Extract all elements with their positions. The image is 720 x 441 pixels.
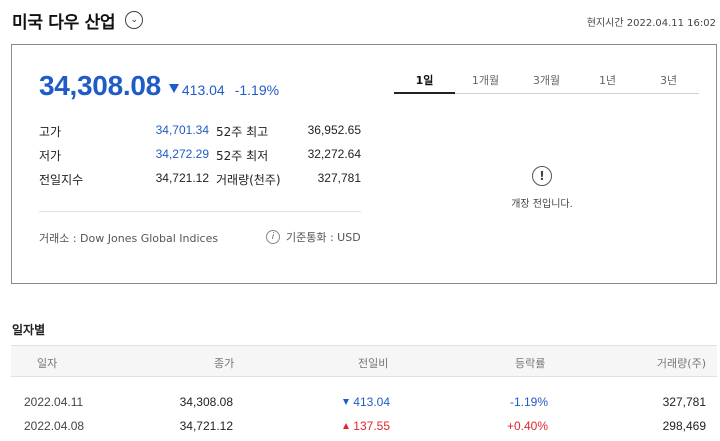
- currency-info: i 기준통화 : USD: [266, 229, 361, 245]
- table-row: 2022.04.08 34,721.12 137.55 +0.40% 298,4…: [11, 417, 717, 437]
- local-time: 현지시간 2022.04.11 16:02: [586, 18, 716, 29]
- page-header: 미국 다우 산업 ⌄: [12, 8, 144, 33]
- quote-card: 34,308.08 413.04 -1.19% 고가 34,701.34 52주…: [11, 44, 717, 284]
- stat-row: 고가 34,701.34 52주 최고 36,952.65: [39, 121, 361, 145]
- info-icon[interactable]: i: [266, 230, 280, 244]
- column-header-date: 일자: [37, 357, 58, 370]
- row-diff: 137.55: [343, 419, 390, 433]
- down-arrow-icon: [343, 399, 350, 405]
- tab-1-year[interactable]: 1년: [598, 74, 617, 87]
- row-diff-value: 413.04: [353, 395, 390, 409]
- market-closed-message: 개장 전입니다.: [511, 199, 573, 210]
- tab-3-months[interactable]: 3개월: [532, 74, 561, 87]
- column-header-volume: 거래량(주): [656, 357, 706, 370]
- column-header-diff: 전일비: [358, 357, 389, 370]
- stat-value: 32,272.64: [307, 147, 361, 161]
- row-rate: -1.19%: [509, 395, 548, 409]
- stat-value: 327,781: [317, 171, 361, 185]
- stat-value: 34,272.29: [155, 147, 209, 161]
- price-change-pct: -1.19%: [234, 82, 280, 98]
- column-header-close: 종가: [214, 357, 235, 370]
- stat-label: 고가: [39, 125, 62, 139]
- price-row: 34,308.08 413.04 -1.19%: [39, 70, 279, 102]
- down-arrow-icon: [168, 84, 179, 93]
- daily-section-title: 일자별: [12, 323, 46, 337]
- row-date: 2022.04.08: [24, 419, 85, 433]
- tab-1-month[interactable]: 1개월: [471, 74, 500, 87]
- stat-value: 34,701.34: [155, 123, 209, 137]
- row-volume: 327,781: [662, 395, 706, 409]
- exclamation-circle-icon: !: [532, 166, 552, 186]
- chevron-down-icon[interactable]: ⌄: [125, 11, 144, 29]
- row-volume: 298,469: [662, 419, 706, 433]
- row-rate: +0.40%: [506, 419, 548, 433]
- chart-period-tabs: 1일 1개월 3개월 1년 3년: [394, 72, 699, 94]
- current-price: 34,308.08: [39, 70, 161, 101]
- stat-label: 52주 최저: [216, 149, 269, 163]
- row-diff-value: 137.55: [353, 419, 390, 433]
- stat-label: 거래량(천주): [216, 173, 281, 187]
- stat-label: 52주 최고: [216, 125, 269, 139]
- exchange-info: 거래소 : Dow Jones Global Indices: [39, 232, 219, 245]
- table-header: 일자 종가 전일비 등락률 거래량(주): [11, 345, 717, 377]
- page-title: 미국 다우 산업: [12, 12, 116, 33]
- price-change: 413.04: [181, 82, 225, 98]
- row-date: 2022.04.11: [24, 395, 84, 409]
- stat-value: 36,952.65: [307, 123, 361, 137]
- divider: [39, 211, 361, 212]
- row-close: 34,721.12: [179, 419, 233, 433]
- stat-value: 34,721.12: [155, 171, 209, 185]
- row-diff: 413.04: [343, 395, 390, 409]
- stat-row: 저가 34,272.29 52주 최저 32,272.64: [39, 145, 361, 169]
- row-close: 34,308.08: [179, 395, 233, 409]
- tab-3-years[interactable]: 3년: [659, 74, 678, 87]
- up-arrow-icon: [343, 423, 350, 429]
- stats-table: 고가 34,701.34 52주 최고 36,952.65 저가 34,272.…: [39, 121, 361, 193]
- table-row: 2022.04.11 34,308.08 413.04 -1.19% 327,7…: [11, 393, 717, 413]
- stat-label: 저가: [39, 149, 62, 163]
- column-header-rate: 등락률: [515, 357, 546, 370]
- stat-row: 전일지수 34,721.12 거래량(천주) 327,781: [39, 169, 361, 193]
- stat-label: 전일지수: [39, 173, 84, 187]
- currency-label: 기준통화 : USD: [286, 231, 361, 244]
- tab-1-day[interactable]: 1일: [394, 72, 455, 94]
